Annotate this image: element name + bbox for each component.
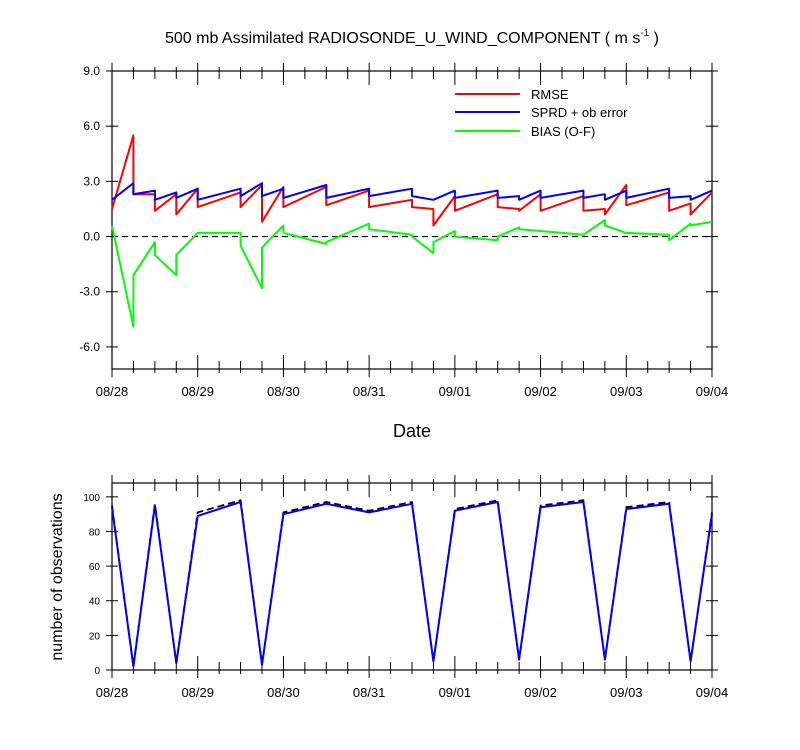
obs-y-tick-label: 0 [94,666,100,677]
obs-y-tick-label: 60 [89,562,101,573]
observations-y-label: number of observations [49,493,66,660]
observations-series [111,499,713,668]
stat-y-tick-label: -6.0 [79,340,100,354]
stat-y-tick-label: -3.0 [79,285,100,299]
stat-x-tick-label: 08/28 [96,384,129,399]
obs-x-tick-label: 09/04 [696,685,729,700]
stat-y-tick-label: 3.0 [83,174,100,188]
statistics-x-axis: 08/28 08/29 08/30 08/31 09/01 09/02 09/03 09/04 [96,63,729,399]
observations-y-axis: 0 20 40 60 80 100 [83,493,718,677]
stat-x-tick-label: 09/01 [439,384,472,399]
obs-y-tick-label: 80 [89,527,101,538]
obs-x-tick-label: 08/29 [181,685,214,700]
statistics-panel: 9.0 6.0 3.0 0.0 -3.0 -6.0 08/28 08/29 08/30 08/3… [79,63,728,441]
stat-x-tick-label: 08/31 [353,384,386,399]
obs-x-tick-label: 09/01 [439,685,472,700]
stat-x-tick-label: 08/30 [267,384,300,399]
legend: RMSE SPRD + ob error BIAS (O-F) [455,87,628,139]
stat-series-rmse [111,134,713,227]
obs-x-tick-label: 08/28 [96,685,129,700]
legend-label: RMSE [531,87,569,102]
figure-title-superscript: -1 [640,28,649,39]
stat-series-sprd-ob-error [111,182,713,201]
stat-x-tick-label: 09/04 [696,384,729,399]
obs-y-tick-label: 40 [89,597,101,608]
statistics-y-axis: 9.0 6.0 3.0 0.0 -3.0 -6.0 [79,64,718,354]
stat-y-tick-label: 9.0 [83,64,100,78]
obs-series-possible [111,499,713,668]
observations-x-axis: 08/28 08/29 08/30 08/31 09/01 09/02 09/03 09/04 [96,475,729,700]
stat-y-tick-label: 6.0 [83,119,100,133]
statistics-x-label: Date [393,421,431,441]
stat-x-tick-label: 09/02 [524,384,557,399]
obs-y-tick-label: 100 [83,493,100,504]
figure-title-main: 500 mb Assimilated RADIOSONDE_U_WIND_COM… [165,30,640,47]
figure-title: 500 mb Assimilated RADIOSONDE_U_WIND_COM… [165,28,659,47]
legend-label: BIAS (O-F) [531,124,595,139]
statistics-series [111,134,713,328]
obs-x-tick-label: 08/30 [267,685,300,700]
stat-x-tick-label: 08/29 [181,384,214,399]
observations-panel: 0 20 40 60 80 100 08/28 08/29 08/30 08/31 09/01 09… [49,475,728,700]
obs-x-tick-label: 09/03 [610,685,643,700]
obs-series-used [111,501,713,668]
stat-y-tick-label: 0.0 [83,230,100,244]
stat-x-tick-label: 09/03 [610,384,643,399]
obs-y-tick-label: 20 [89,631,101,642]
obs-x-tick-label: 08/31 [353,685,386,700]
stat-series-bias-o-f [111,219,713,328]
legend-label: SPRD + ob error [531,105,628,120]
obs-x-tick-label: 09/02 [524,685,557,700]
figure-title-close: ) [649,30,659,47]
